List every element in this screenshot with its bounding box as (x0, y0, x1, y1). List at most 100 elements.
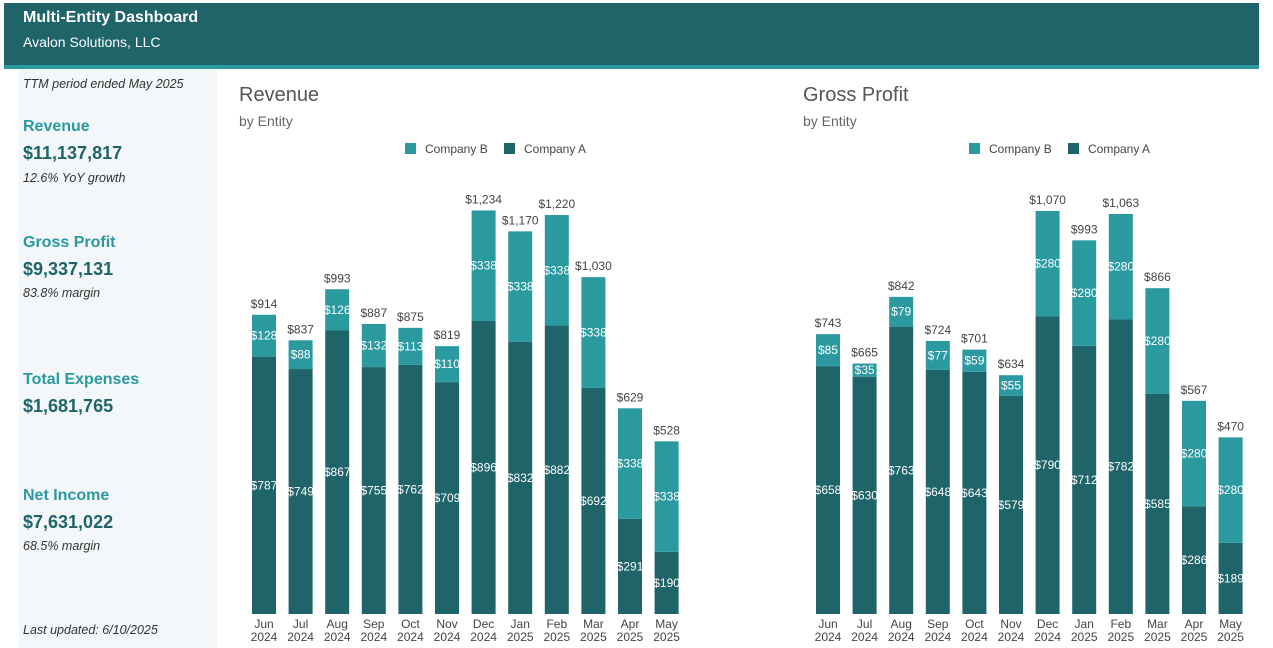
revenue-total-label: $887 (360, 306, 387, 320)
last-updated: Last updated: 6/10/2025 (23, 623, 158, 637)
revenue-label-company-a: $749 (287, 485, 314, 499)
gross-profit-chart-subtitle: by Entity (803, 113, 857, 129)
gross-profit-label-company-b: $77 (928, 348, 948, 362)
gross-profit-label-company-b: $79 (891, 305, 911, 319)
gross-profit-bar-company-a (816, 366, 840, 614)
revenue-total-label: $993 (324, 271, 351, 285)
gross-profit-x-tick-month: Oct (965, 617, 984, 631)
revenue-x-tick-year: 2025 (617, 630, 644, 644)
revenue-x-tick-year: 2025 (543, 630, 570, 644)
gross-profit-bar-company-b (1108, 213, 1133, 320)
revenue-bar-company-b (325, 289, 350, 331)
revenue-bar-company-a (252, 356, 276, 614)
gross-profit-label-company-b: $280 (1181, 447, 1208, 461)
revenue-legend-company-b-label: Company B (425, 142, 488, 156)
period-label: TTM period ended May 2025 (23, 77, 184, 91)
gross-profit-kpi-value: $9,337,131 (23, 259, 114, 279)
gross-profit-x-tick-year: 2024 (851, 630, 878, 644)
gross-profit-total-label: $665 (851, 346, 878, 360)
gross-profit-bar-company-b (889, 296, 914, 327)
revenue-total-label: $629 (617, 390, 644, 404)
revenue-kpi-value: $11,137,817 (23, 143, 123, 163)
gross-profit-x-tick-month: Nov (1000, 617, 1021, 631)
revenue-chart-title: Revenue (239, 84, 320, 106)
gross-profit-legend-company-b-swatch (969, 143, 980, 154)
dashboard-header: Multi-Entity Dashboard Avalon Solutions,… (4, 3, 1259, 69)
gross-profit-legend-company-b-label: Company B (989, 142, 1052, 156)
revenue-chart: Company B Company A$787$128$914Jun2024$74… (251, 142, 681, 644)
revenue-label-company-a: $882 (543, 463, 570, 477)
gross-profit-bar-company-a (1035, 316, 1060, 614)
gross-profit-bar-company-a (1182, 506, 1206, 614)
gross-profit-x-tick-year: 2024 (998, 630, 1025, 644)
revenue-label-company-a: $291 (617, 559, 644, 573)
revenue-x-tick-year: 2025 (580, 630, 607, 644)
revenue-bar-company-a (435, 382, 459, 614)
gross-profit-chart: Company B Company A$658$85$743Jun2024$630… (815, 142, 1245, 644)
gross-profit-label-company-a: $585 (1144, 497, 1171, 511)
gross-profit-total-label: $567 (1181, 383, 1208, 397)
revenue-label-company-b: $338 (617, 457, 644, 471)
gross-profit-bar-company-a (999, 395, 1023, 614)
revenue-x-tick-month: Apr (621, 617, 640, 631)
revenue-x-tick-month: Feb (546, 617, 567, 631)
revenue-label-company-b: $338 (653, 490, 680, 504)
gross-profit-x-tick-year: 2024 (1034, 630, 1061, 644)
revenue-bar-company-a (654, 551, 679, 614)
revenue-label-company-b: $113 (397, 339, 423, 353)
revenue-label-company-b: $132 (360, 339, 387, 353)
revenue-bar-company-b (544, 215, 569, 326)
gross-profit-bar-company-a (1108, 319, 1133, 614)
gross-profit-bar-company-a (925, 369, 950, 614)
revenue-bar-company-b (252, 314, 276, 357)
revenue-bar-company-b (471, 210, 496, 321)
gross-profit-x-tick-year: 2025 (1107, 630, 1134, 644)
revenue-chart-subtitle: by Entity (239, 113, 293, 129)
revenue-label-company-a: $896 (470, 460, 497, 474)
revenue-label-company-b: $338 (580, 325, 607, 339)
revenue-total-label: $528 (653, 423, 680, 437)
gross-profit-total-label: $993 (1071, 222, 1098, 236)
revenue-total-label: $1,234 (465, 192, 502, 206)
gross-profit-label-company-a: $790 (1034, 458, 1061, 472)
gross-profit-label-company-a: $712 (1071, 473, 1098, 487)
gross-profit-x-tick-month: Mar (1147, 617, 1168, 631)
revenue-label-company-a: $867 (324, 465, 351, 479)
revenue-label-company-b: $338 (543, 263, 570, 277)
gross-profit-x-tick-year: 2024 (888, 630, 915, 644)
revenue-x-tick-year: 2024 (360, 630, 387, 644)
revenue-x-tick-year: 2024 (251, 630, 278, 644)
revenue-x-tick-month: Jul (293, 617, 308, 631)
revenue-bar-company-b (581, 277, 606, 388)
gross-profit-label-company-a: $763 (888, 463, 915, 477)
gross-profit-bar-company-b (925, 340, 950, 370)
gross-profit-x-tick-month: Jun (818, 617, 837, 631)
gross-profit-bar-company-b (999, 375, 1023, 396)
gross-profit-x-tick-month: Apr (1185, 617, 1204, 631)
gross-profit-x-tick-month: Feb (1110, 617, 1131, 631)
revenue-label-company-b: $126 (324, 303, 351, 317)
revenue-label-company-a: $787 (251, 478, 278, 492)
gross-profit-total-label: $866 (1144, 270, 1171, 284)
gross-profit-label-company-a: $630 (851, 488, 878, 502)
gross-profit-bar-company-b (852, 363, 877, 377)
revenue-x-tick-year: 2024 (470, 630, 497, 644)
gross-profit-total-label: $634 (998, 357, 1025, 371)
gross-profit-bar-company-a (889, 326, 914, 614)
revenue-x-tick-year: 2024 (324, 630, 351, 644)
revenue-x-tick-year: 2025 (507, 630, 534, 644)
gross-profit-bar-company-a (1218, 542, 1243, 614)
revenue-kpi-label: Revenue (23, 118, 90, 135)
revenue-x-tick-year: 2024 (434, 630, 461, 644)
gross-profit-label-company-b: $280 (1144, 334, 1171, 348)
gross-profit-x-tick-year: 2025 (1181, 630, 1208, 644)
revenue-kpi-note: 12.6% YoY growth (23, 171, 126, 185)
gross-profit-label-company-b: $280 (1107, 260, 1134, 274)
gross-profit-bar-company-b (1072, 240, 1097, 346)
dashboard-title: Multi-Entity Dashboard (23, 9, 199, 26)
revenue-bar-company-a (618, 518, 642, 614)
revenue-bar-company-b (361, 323, 386, 368)
revenue-legend-company-a-swatch (504, 143, 515, 154)
revenue-x-tick-month: Aug (327, 617, 348, 631)
gross-profit-label-company-a: $189 (1217, 571, 1244, 585)
